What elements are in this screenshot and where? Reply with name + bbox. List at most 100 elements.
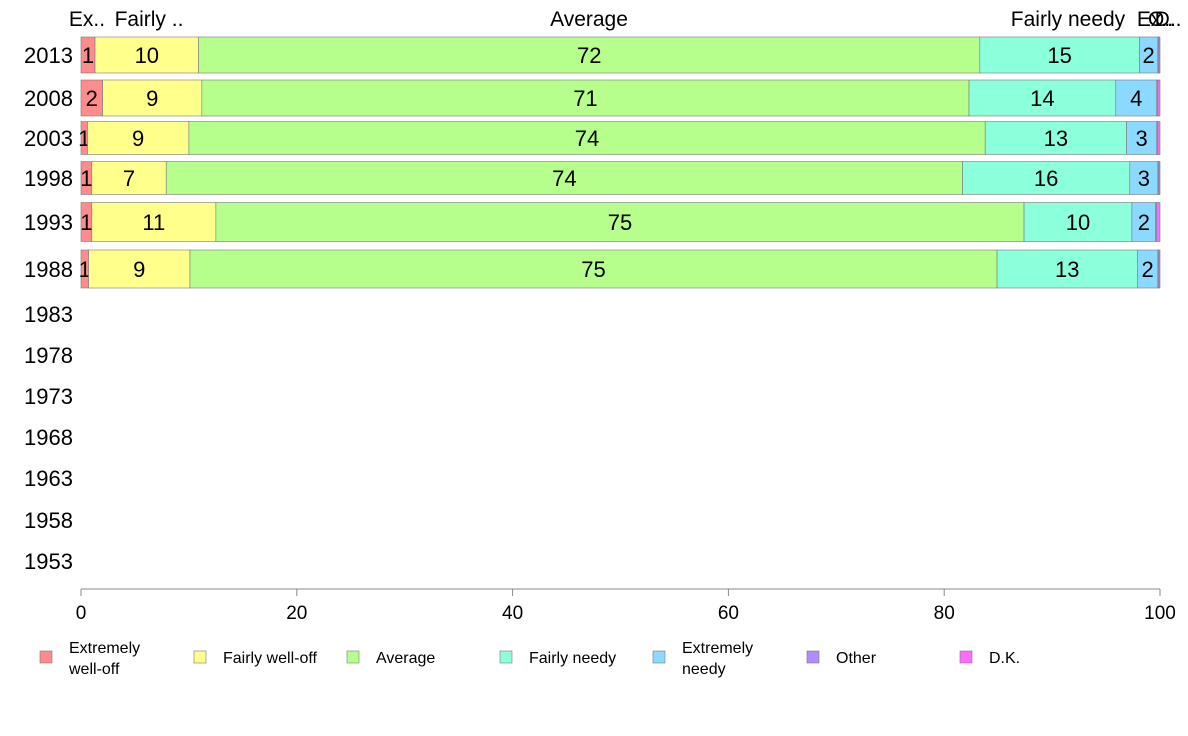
year-label: 1963 <box>24 466 73 491</box>
bar-segment <box>1158 36 1161 74</box>
bar-segment <box>1158 249 1161 289</box>
legend-swatch <box>193 650 207 664</box>
bar-value-label: 16 <box>1034 166 1058 191</box>
bar-value-label: 74 <box>552 166 576 191</box>
legend-label: Extremely <box>69 640 140 657</box>
bar-segment <box>88 249 191 289</box>
year-label: 1993 <box>24 210 73 235</box>
bar-value-label: 75 <box>608 210 632 235</box>
legend-swatch <box>959 650 973 664</box>
bar-segment <box>1157 121 1161 155</box>
bar-segment <box>984 121 1127 155</box>
bar-value-label: 2 <box>86 86 98 111</box>
bar-value-label: 1 <box>80 210 92 235</box>
year-label: 1958 <box>24 508 73 533</box>
bar-value-label: 9 <box>132 126 144 151</box>
bar-segment <box>91 202 217 242</box>
year-label: 1968 <box>24 425 73 450</box>
bar-segment <box>1115 79 1158 117</box>
bar-value-label: 2 <box>1138 210 1150 235</box>
legend-label: Fairly needy <box>529 650 616 667</box>
bar-value-label: 1 <box>79 257 91 282</box>
bar-value-label: 13 <box>1055 257 1079 282</box>
bar-value-label: 11 <box>142 210 165 235</box>
x-axis: 0 20 40 60 80 100 <box>76 588 1176 624</box>
bar-value-label: 2 <box>1143 43 1155 68</box>
bar-segment <box>1157 79 1161 117</box>
bar-value-label: 9 <box>133 257 145 282</box>
column-label: Fairly .. <box>115 8 184 31</box>
legend-label: well-off <box>68 661 120 678</box>
year-label: 1953 <box>24 549 73 574</box>
legend-swatch <box>499 650 513 664</box>
bar-segment <box>215 202 1025 242</box>
legend-swatch <box>652 650 666 664</box>
bar-value-label: 9 <box>146 86 158 111</box>
legend-label: Fairly well-off <box>223 650 318 667</box>
bar-value-label: 1 <box>80 166 92 191</box>
bar-segment <box>996 249 1138 289</box>
x-tick-label: 60 <box>718 603 739 624</box>
bar-value-label: 13 <box>1044 126 1068 151</box>
year-label: 1978 <box>24 343 73 368</box>
column-label: D.. <box>1155 8 1182 31</box>
bar-segment <box>979 36 1140 74</box>
year-label: 2003 <box>24 126 73 151</box>
bar-segment <box>1023 202 1133 242</box>
bar-value-label: 1 <box>82 43 94 68</box>
bars: 1 10 72 15 22 9 71 14 41 9 74 13 31 7 74 16 31 11 75 10 21 9 7… <box>78 36 1161 289</box>
year-label: 2008 <box>24 86 73 111</box>
bar-value-label: 10 <box>1066 210 1090 235</box>
bar-segment <box>94 36 199 74</box>
bar-segment <box>198 36 981 74</box>
bar-segment <box>165 161 963 195</box>
column-label: Average <box>550 8 628 31</box>
bar-value-label: 75 <box>581 257 605 282</box>
column-label: Ex.. <box>69 8 105 31</box>
legend-label: Average <box>376 650 435 667</box>
x-tick-label: 40 <box>502 603 523 624</box>
year-label: 1973 <box>24 384 73 409</box>
bar-segment <box>188 121 986 155</box>
x-tick-label: 100 <box>1144 603 1176 624</box>
bar-segment <box>91 161 167 195</box>
year-label: 2013 <box>24 43 73 68</box>
year-label: 1983 <box>24 302 73 327</box>
column-label: Ex.. <box>1137 8 1173 31</box>
legend-label: Extremely <box>682 640 753 657</box>
x-tick-label: 0 <box>76 603 87 624</box>
bar-segment <box>1126 121 1158 155</box>
legend-label: D.K. <box>989 650 1020 667</box>
legend: Extremely well-off Fairly well-off Average F… <box>39 640 1020 678</box>
bar-value-label: 7 <box>123 166 135 191</box>
bar-segment <box>968 79 1117 117</box>
bar-value-label: 71 <box>573 86 597 111</box>
year-labels: 2013 2008 2003 1998 1993 1988 1983 1978 1973 1968… <box>24 43 73 574</box>
bar-value-label: 14 <box>1030 86 1054 111</box>
x-tick-label: 20 <box>286 603 307 624</box>
bar-value-label: 72 <box>577 43 601 68</box>
bar-segment <box>87 121 190 155</box>
bar-segment <box>1129 161 1159 195</box>
legend-label: needy <box>682 661 726 678</box>
column-label: Fairly needy <box>1011 8 1126 31</box>
column-labels: Ex.. Fairly .. Average Fairly needy Ex..O..D… <box>69 8 1182 31</box>
column-label: O.. <box>1148 8 1176 31</box>
bar-segment <box>201 79 970 117</box>
legend-swatch <box>806 650 820 664</box>
bar-value-label: 15 <box>1047 43 1071 68</box>
legend-swatch <box>39 650 53 664</box>
bar-value-label: 10 <box>135 43 159 68</box>
legend-swatch <box>346 650 360 664</box>
bar-segment <box>1156 202 1161 242</box>
bar-value-label: 74 <box>575 126 599 151</box>
bar-segment <box>1158 161 1161 195</box>
year-label: 1988 <box>24 257 73 282</box>
bar-value-label: 2 <box>1141 257 1153 282</box>
bar-segment <box>962 161 1131 195</box>
bar-value-label: 3 <box>1138 166 1150 191</box>
bar-value-label: 3 <box>1136 126 1148 151</box>
legend-label: Other <box>836 650 877 667</box>
bar-value-label: 4 <box>1130 86 1142 111</box>
